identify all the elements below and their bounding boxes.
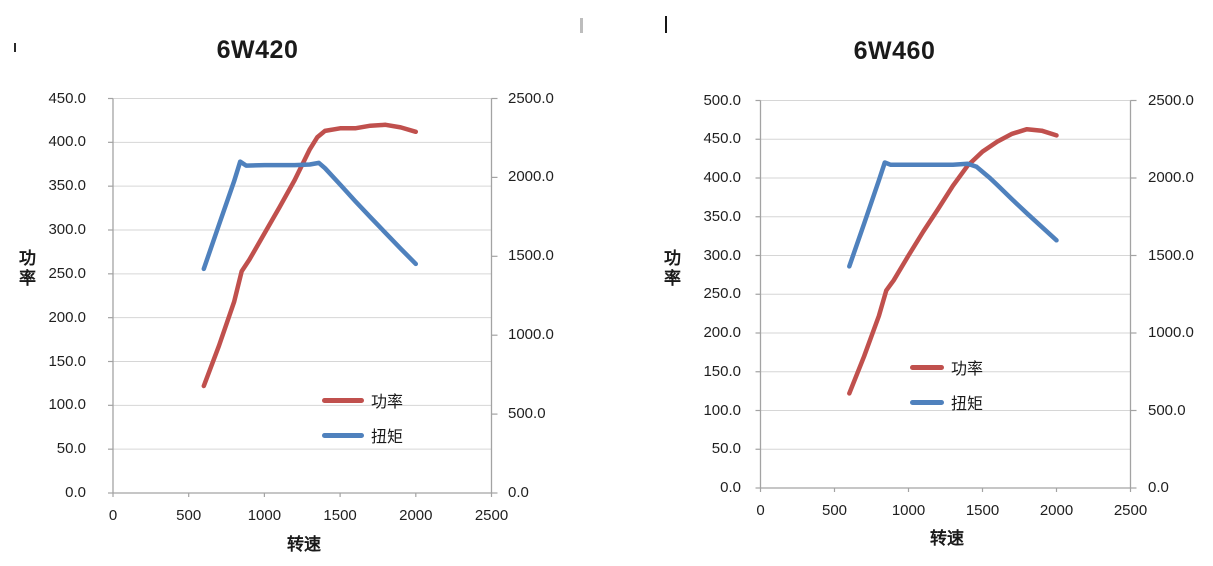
stray-cursor-mark — [580, 18, 583, 33]
power-series-line — [201, 122, 419, 389]
stray-cursor-mark — [14, 43, 16, 52]
torque-series-line — [847, 160, 1059, 269]
torque-series-line — [201, 159, 419, 272]
stray-cursor-mark — [665, 16, 667, 33]
power-series-line — [847, 126, 1059, 396]
